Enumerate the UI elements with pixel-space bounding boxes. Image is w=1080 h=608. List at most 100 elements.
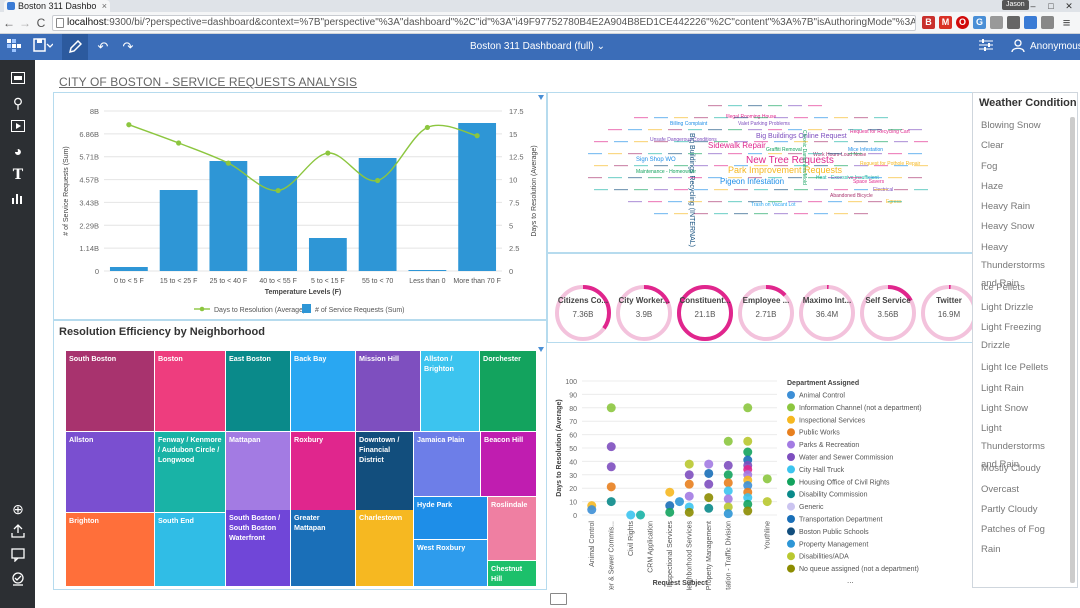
add-icon[interactable]: ⊕: [12, 501, 24, 517]
minimize-button[interactable]: –: [1030, 1, 1036, 11]
word-cloud-word: Heat - Excessive Insufficient: [816, 175, 879, 181]
treemap-tile[interactable]: Allston: [66, 432, 154, 512]
extension-icon[interactable]: [1041, 16, 1054, 29]
maximize-button[interactable]: □: [1048, 1, 1054, 11]
weather-option[interactable]: Overcast: [981, 483, 1020, 495]
treemap-tile[interactable]: Brighton: [66, 513, 154, 586]
undo-icon[interactable]: ↶: [97, 39, 109, 54]
upload-icon[interactable]: [8, 524, 28, 542]
apps-grid-icon[interactable]: [6, 38, 22, 56]
comment-icon[interactable]: [8, 548, 28, 566]
dashboard-title[interactable]: Boston 311 Dashboard (full) ⌄: [470, 41, 605, 52]
treemap-tile[interactable]: Roxbury: [291, 432, 355, 512]
word-cloud-panel[interactable]: New Tree Requests Park Improvement Reques…: [547, 92, 999, 253]
media-icon[interactable]: [8, 118, 28, 136]
weather-option[interactable]: Light Drizzle: [981, 302, 1034, 314]
weather-option[interactable]: Light Ice Pellets: [981, 362, 1049, 374]
kpi-ring[interactable]: City Worker... 3.9B: [613, 282, 675, 344]
weather-option[interactable]: Heavy Rain: [981, 201, 1031, 213]
back-button[interactable]: ←: [3, 16, 15, 30]
save-menu-icon[interactable]: [32, 38, 54, 56]
treemap-tile[interactable]: Beacon Hill: [481, 432, 536, 496]
treemap-tile[interactable]: Charlestown: [356, 510, 413, 586]
weather-option[interactable]: Light Snow: [981, 402, 1029, 414]
weather-option[interactable]: Heavy Thunderstorms and Rain: [981, 241, 1045, 289]
treemap-tile[interactable]: Hyde Park: [414, 497, 487, 539]
search-icon[interactable]: ⚲: [12, 95, 24, 111]
kpi-ring[interactable]: Citizens Co... 7.36B: [552, 282, 614, 344]
weather-option[interactable]: Heavy Snow: [981, 221, 1035, 233]
treemap-tile[interactable]: West Roxbury: [414, 540, 487, 586]
redo-icon[interactable]: ↷: [122, 39, 134, 54]
weather-option[interactable]: Light Thunderstorms and Rain: [981, 423, 1045, 471]
extension-icon[interactable]: [1024, 16, 1037, 29]
extension-icon[interactable]: [990, 16, 1003, 29]
opera-extension-icon[interactable]: O: [956, 16, 969, 29]
kpi-value: 3.9B: [635, 310, 653, 319]
treemap-tile[interactable]: Mission Hill: [356, 351, 420, 431]
treemap-panel[interactable]: Resolution Efficiency by Neighborhood So…: [53, 320, 547, 590]
scatter-panel[interactable]: 0 10 20 30 40 50 60 70 80 90 100 Animal Control Bost…: [547, 363, 999, 608]
treemap-tile[interactable]: South Boston / South Boston Waterfront: [226, 510, 290, 586]
weather-option[interactable]: Light Freezing Drizzle: [981, 322, 1042, 352]
weather-option[interactable]: Blowing Snow: [981, 120, 1041, 131]
tab-close-icon[interactable]: ×: [101, 1, 107, 11]
extension-icon[interactable]: [1007, 16, 1020, 29]
weather-option[interactable]: Patches of Fog: [981, 524, 1045, 536]
data-grid-icon[interactable]: [550, 593, 567, 605]
close-window-button[interactable]: ✕: [1065, 1, 1073, 11]
treemap-tile[interactable]: Boston: [155, 351, 225, 431]
visualizations-icon[interactable]: [8, 190, 28, 208]
combo-chart-panel[interactable]: 0 1.14B 2.29B 3.43B 4.57B 5.71B 6.86B 8B 0 2.5 5 7.…: [53, 92, 547, 320]
menu-icon[interactable]: ≡: [1062, 15, 1071, 30]
user-icon[interactable]: [1010, 38, 1026, 56]
weather-scrollbar[interactable]: [1070, 117, 1075, 583]
kpi-ring[interactable]: Self Service 3.56B: [857, 282, 919, 344]
kpi-ring[interactable]: Twitter 16.9M: [918, 282, 980, 344]
kpi-ring[interactable]: Maximo Int... 36.4M: [796, 282, 858, 344]
forward-button[interactable]: →: [19, 16, 31, 30]
kpi-ring[interactable]: Constituent... 21.1B: [674, 282, 736, 344]
treemap-tile[interactable]: Roslindale: [488, 497, 536, 560]
extension-g-icon[interactable]: G: [973, 16, 986, 29]
reload-button[interactable]: C: [36, 16, 46, 30]
weather-option[interactable]: Clear: [981, 140, 1004, 152]
treemap-tile[interactable]: Downtown / Financial District: [356, 432, 413, 512]
treemap-tile[interactable]: Jamaica Plain: [414, 432, 480, 496]
kpi-panel[interactable]: Citizens Co... 7.36B City Worker... 3.9B Con…: [547, 253, 999, 343]
weather-option[interactable]: Haze: [981, 180, 1004, 192]
extension-b-icon[interactable]: B: [922, 16, 935, 29]
weather-option[interactable]: Light Rain: [981, 382, 1024, 394]
weather-option[interactable]: Rain: [981, 544, 1001, 556]
kpi-ring[interactable]: Employee ... 2.71B: [735, 282, 797, 344]
gmail-extension-icon[interactable]: M: [939, 16, 952, 29]
treemap-tile[interactable]: Greater Mattapan: [291, 510, 355, 586]
profile-badge[interactable]: Jason: [1002, 0, 1029, 10]
treemap-tile[interactable]: Fenway / Kenmore / Audubon Circle / Long…: [155, 432, 225, 512]
check-badge-icon[interactable]: [8, 572, 28, 590]
filter-sliders-icon[interactable]: [978, 38, 994, 56]
user-name[interactable]: Anonymous: [1030, 41, 1080, 52]
widgets-icon[interactable]: ◕: [13, 143, 23, 159]
treemap-tile[interactable]: Allston / Brighton: [421, 351, 479, 431]
edit-pencil-icon[interactable]: [62, 34, 88, 60]
scatter-point: [665, 487, 675, 497]
word-cloud-filler-word: [628, 129, 642, 131]
treemap-tile[interactable]: Dorchester: [480, 351, 536, 431]
treemap-tile[interactable]: South End: [155, 513, 225, 586]
text-icon[interactable]: T: [12, 167, 24, 183]
weather-option[interactable]: Fog: [981, 160, 998, 172]
weather-option[interactable]: Mostly Cloudy: [981, 463, 1041, 475]
legend-swatch: [787, 403, 795, 412]
url-input[interactable]: localhost:9300/bi/?perspective=dashboard…: [52, 15, 916, 31]
browser-tab[interactable]: Boston 311 Dashbo ×: [4, 0, 110, 12]
treemap-tile[interactable]: Back Bay: [291, 351, 355, 431]
weather-option[interactable]: Ice Pellets: [981, 281, 1025, 293]
treemap-tile[interactable]: Mattapan: [226, 432, 290, 512]
weather-option[interactable]: Partly Cloudy: [981, 503, 1038, 515]
y-tick-label: 3.43B: [79, 198, 99, 207]
treemap-tile[interactable]: South Boston: [66, 351, 154, 431]
treemap-tile[interactable]: East Boston: [226, 351, 290, 431]
image-widget-icon[interactable]: [8, 70, 28, 88]
treemap-tile[interactable]: Chestnut Hill: [488, 561, 536, 586]
